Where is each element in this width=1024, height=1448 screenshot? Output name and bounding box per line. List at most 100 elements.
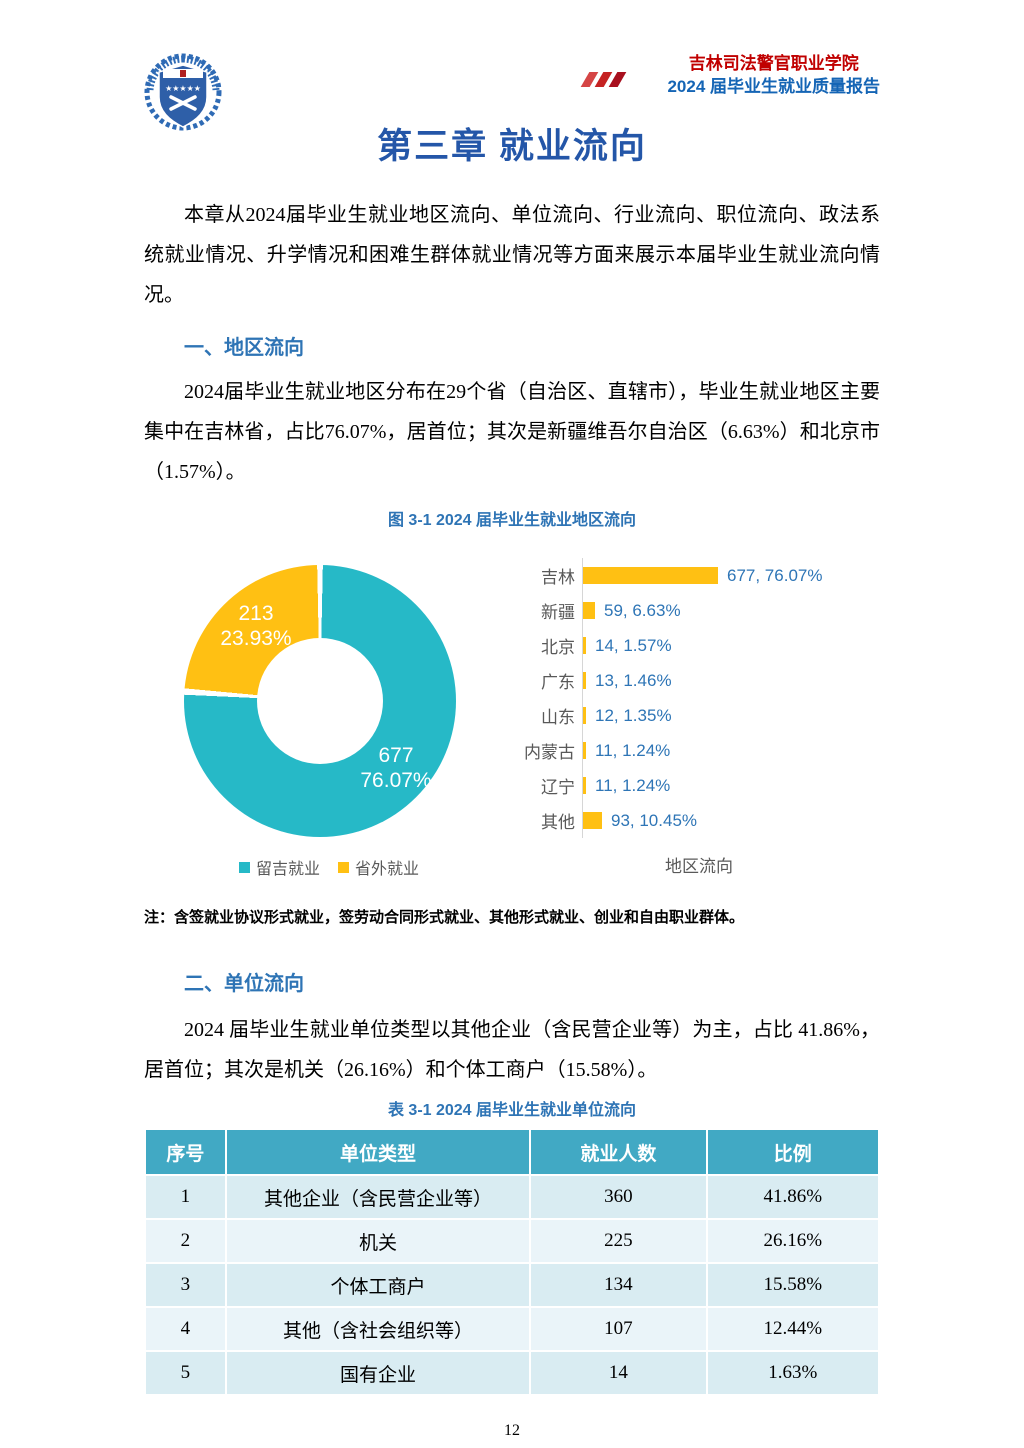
region-paragraph: 2024届毕业生就业地区分布在29个省（自治区、直辖市），毕业生就业地区主要集中… [144,381,880,483]
slice-percent: 23.93% [220,627,292,650]
chapter-title: 第三章 就业流向 [377,127,647,166]
figure-note: 注：含签就业协议形式就业，签劳动合同形式就业、其他形式就业、创业和自由职业群体。 [144,909,745,926]
header-text-block: 吉林司法警官职业学院 2024 届毕业生就业质量报告 [667,52,880,98]
bar-value-label: 11, 1.24% [595,740,671,760]
col-header-index: 序号 [144,1128,227,1176]
header-slash-marks [580,72,627,87]
bar-row: 新疆 59, 6.63% [499,593,879,628]
table-cell: 其他（含社会组织等） [224,1306,532,1352]
bar-track: 13, 1.46% [582,663,879,698]
table-cell: 1 [144,1174,227,1220]
bar-segment [583,567,718,584]
bar-track: 14, 1.57% [582,628,879,663]
table-cell: 15.58% [705,1262,880,1308]
bar-chart-axis-title: 地区流向 [665,857,733,876]
table-cell: 360 [529,1174,708,1220]
table-cell: 3 [144,1262,227,1308]
legend-swatch-yellow [338,861,349,873]
bar-segment [583,707,586,724]
bar-row: 内蒙古 11, 1.24% [499,733,879,768]
bar-track: 59, 6.63% [582,593,879,628]
table-cell: 134 [529,1262,708,1308]
bar-track: 11, 1.24% [582,768,879,803]
table-cell: 4 [144,1306,227,1352]
legend-item: 省外就业 [338,855,419,879]
table-row: 5 国有企业 14 1.63% [144,1350,880,1396]
table-cell: 14 [529,1350,708,1396]
table-header-row: 序号 单位类型 就业人数 比例 [144,1128,880,1176]
bar-track: 93, 10.45% [582,803,879,838]
intro-paragraph: 本章从2024届毕业生就业地区流向、单位流向、行业流向、职位流向、政法系统就业情… [144,204,880,306]
bar-category-label: 吉林 [541,568,575,587]
legend-swatch-teal [238,861,250,873]
bar-category-label: 北京 [541,638,575,657]
bar-row: 北京 14, 1.57% [499,628,879,663]
table-cell: 1.63% [705,1350,880,1396]
bar-value-label: 11, 1.24% [595,775,671,795]
bar-row: 吉林 677, 76.07% [499,558,879,593]
bar-segment [583,637,586,654]
legend-label: 留吉就业 [255,861,320,878]
bar-category-label: 内蒙古 [524,743,575,762]
bar-category-label: 辽宁 [541,778,575,797]
bar-track: 12, 1.35% [582,698,879,733]
col-header-unit-type: 单位类型 [224,1128,532,1176]
table-row: 2 机关 225 26.16% [144,1218,880,1264]
bar-segment [583,602,595,619]
bar-value-label: 59, 6.63% [604,600,681,620]
region-bar-chart: 吉林 677, 76.07% 新疆 59, 6.63% 北京 14, 1.57% 广东 13,… [499,558,879,838]
report-title: 2024 届毕业生就业质量报告 [667,77,880,96]
table-cell: 国有企业 [224,1350,532,1396]
col-header-ratio: 比例 [705,1128,880,1176]
table-caption: 表 3-1 2024 届毕业生就业单位流向 [387,1102,637,1119]
slice-value: 213 [238,602,274,625]
donut-hole [257,638,383,764]
table-cell: 107 [529,1306,708,1352]
slice-value: 677 [378,744,414,767]
bar-row: 辽宁 11, 1.24% [499,768,879,803]
bar-category-label: 广东 [541,673,575,692]
emblem-stars: ★★★★★ [165,84,201,93]
bar-category-label: 山东 [541,708,575,727]
col-header-count: 就业人数 [529,1128,708,1176]
unit-flow-table: 序号 单位类型 就业人数 比例 1 其他企业（含民营企业等） 360 41.86% 2 机… [144,1128,880,1396]
table-cell: 12.44% [705,1306,880,1352]
figure-caption: 图 3-1 2024 届毕业生就业地区流向 [387,512,637,529]
bar-category-label: 其他 [541,813,575,832]
table-cell: 个体工商户 [224,1262,532,1308]
bar-value-label: 12, 1.35% [595,705,672,725]
slice-percent: 76.07% [360,769,432,792]
donut-label-outside: 213 23.93% [196,601,316,651]
bar-segment [583,812,602,829]
table-row: 1 其他企业（含民营企业等） 360 41.86% [144,1174,880,1220]
bar-value-label: 14, 1.57% [595,635,672,655]
table-cell: 26.16% [705,1218,880,1264]
school-name: 吉林司法警官职业学院 [688,54,859,73]
figure-3-1-chart: 213 23.93% 677 76.07% 留吉就业 省外就业 吉林 67 [144,540,880,892]
bar-segment [583,777,586,794]
bar-track: 677, 76.07% [582,558,879,593]
table-cell: 5 [144,1350,227,1396]
table-cell: 41.86% [705,1174,880,1220]
table-cell: 225 [529,1218,708,1264]
bar-row: 其他 93, 10.45% [499,803,879,838]
page-number: 12 [504,1422,520,1439]
table-cell: 机关 [224,1218,532,1264]
page-content: 本章从2024届毕业生就业地区流向、单位流向、行业流向、职位流向、政法系统就业情… [0,195,1024,1440]
school-emblem-logo: ★★★★★ [144,53,222,131]
donut-label-inside: 677 76.07% [336,743,456,793]
bar-row: 广东 13, 1.46% [499,663,879,698]
section-heading-region: 一、地区流向 [184,337,304,359]
bar-category-label: 新疆 [541,603,575,622]
bar-row: 山东 12, 1.35% [499,698,879,733]
table-cell: 其他企业（含民营企业等） [224,1174,532,1220]
table-cell: 2 [144,1218,227,1264]
section-heading-unit: 二、单位流向 [184,973,304,995]
unit-paragraph: 2024 届毕业生就业单位类型以其他企业（含民营企业等）为主，占比 41.86%… [144,1019,880,1081]
legend-label: 省外就业 [355,861,420,878]
bar-value-label: 677, 76.07% [727,565,823,585]
bar-segment [583,742,586,759]
table-row: 3 个体工商户 134 15.58% [144,1262,880,1308]
bar-value-label: 93, 10.45% [611,810,698,830]
